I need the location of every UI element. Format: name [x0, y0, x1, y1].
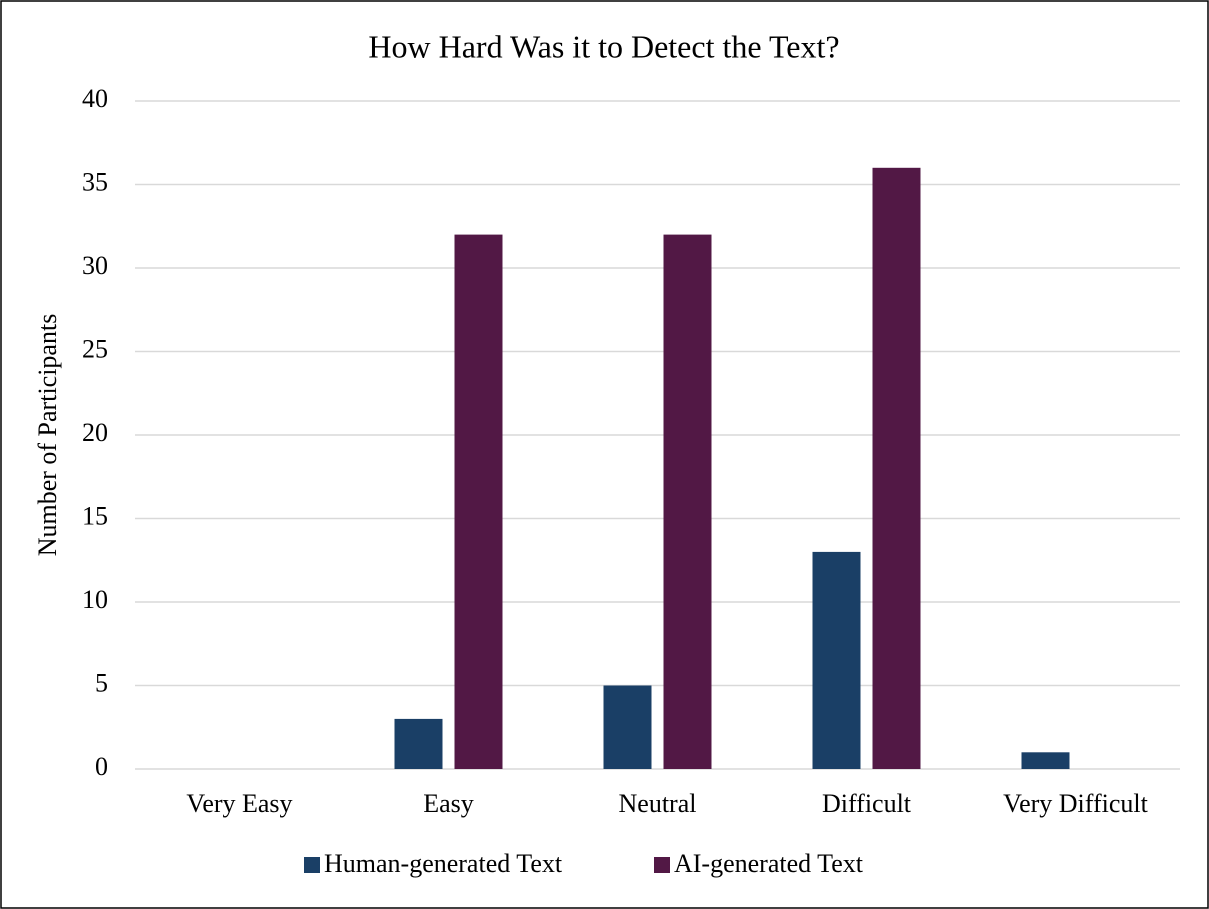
bar	[394, 718, 443, 769]
chart-title: How Hard Was it to Detect the Text?	[368, 28, 839, 64]
y-tick-label: 25	[82, 334, 108, 363]
x-tick-label: Difficult	[822, 789, 912, 818]
bar	[1021, 752, 1070, 769]
y-tick-label: 20	[82, 418, 108, 447]
y-tick-label: 35	[82, 167, 108, 196]
y-tick-label: 0	[95, 752, 108, 781]
x-tick-label: Easy	[423, 789, 474, 818]
legend-label: AI-generated Text	[674, 849, 864, 878]
y-tick-label: 30	[82, 251, 108, 280]
y-tick-label: 40	[82, 84, 108, 113]
bar	[663, 234, 712, 770]
y-axis-label: Number of Participants	[33, 314, 62, 557]
x-tick-label: Neutral	[619, 789, 697, 818]
legend-label: Human-generated Text	[324, 849, 563, 878]
bar	[454, 234, 503, 770]
bar	[603, 685, 652, 769]
y-tick-label: 10	[82, 585, 108, 614]
x-tick-label: Very Easy	[186, 789, 292, 818]
legend-swatch	[304, 857, 320, 873]
y-tick-label: 15	[82, 501, 108, 530]
legend-swatch	[654, 857, 670, 873]
x-tick-label: Very Difficult	[1003, 789, 1148, 818]
bar	[812, 551, 861, 769]
bar	[872, 167, 921, 770]
y-tick-label: 5	[95, 668, 108, 697]
